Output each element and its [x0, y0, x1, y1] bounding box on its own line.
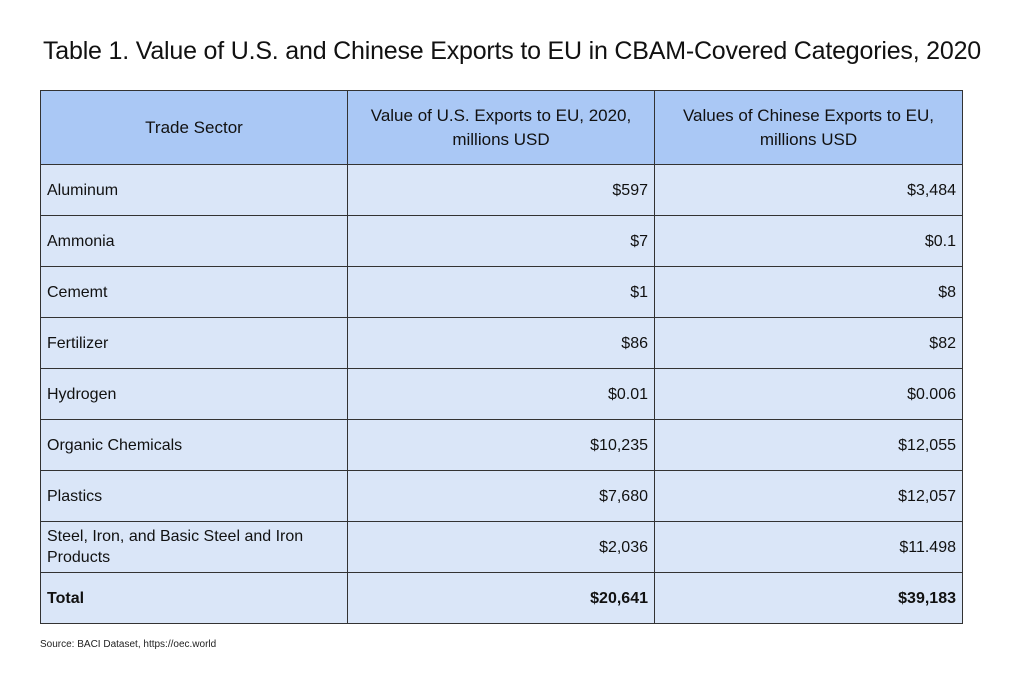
header-china-exports: Values of Chinese Exports to EU, million… [654, 90, 963, 165]
cell-china-value: $0.006 [654, 368, 963, 420]
cell-sector: Cememt [40, 266, 348, 318]
cell-us-value: $597 [347, 164, 655, 216]
cell-china-value: $12,057 [654, 470, 963, 522]
cell-china-value: $8 [654, 266, 963, 318]
table-row: Ammonia $7 $0.1 [40, 215, 963, 267]
table-row: Plastics $7,680 $12,057 [40, 470, 963, 522]
cell-total-china: $39,183 [654, 572, 963, 624]
table-header-row: Trade Sector Value of U.S. Exports to EU… [40, 90, 963, 165]
cell-sector: Plastics [40, 470, 348, 522]
cell-sector: Steel, Iron, and Basic Steel and Iron Pr… [40, 521, 348, 573]
exports-table: Trade Sector Value of U.S. Exports to EU… [40, 90, 963, 624]
cell-sector: Organic Chemicals [40, 419, 348, 471]
cell-us-value: $2,036 [347, 521, 655, 573]
cell-us-value: $0.01 [347, 368, 655, 420]
cell-china-value: $0.1 [654, 215, 963, 267]
cell-china-value: $11.498 [654, 521, 963, 573]
cell-sector: Fertilizer [40, 317, 348, 369]
cell-us-value: $86 [347, 317, 655, 369]
cell-china-value: $12,055 [654, 419, 963, 471]
table-total-row: Total $20,641 $39,183 [40, 572, 963, 624]
cell-total-label: Total [40, 572, 348, 624]
cell-us-value: $7,680 [347, 470, 655, 522]
cell-us-value: $1 [347, 266, 655, 318]
table-row: Fertilizer $86 $82 [40, 317, 963, 369]
cell-sector: Ammonia [40, 215, 348, 267]
table-row: Cememt $1 $8 [40, 266, 963, 318]
table-row: Steel, Iron, and Basic Steel and Iron Pr… [40, 521, 963, 573]
cell-sector: Aluminum [40, 164, 348, 216]
header-trade-sector: Trade Sector [40, 90, 348, 165]
cell-us-value: $10,235 [347, 419, 655, 471]
table-row: Hydrogen $0.01 $0.006 [40, 368, 963, 420]
header-us-exports: Value of U.S. Exports to EU, 2020, milli… [347, 90, 655, 165]
cell-us-value: $7 [347, 215, 655, 267]
cell-china-value: $82 [654, 317, 963, 369]
source-note: Source: BACI Dataset, https://oec.world [40, 639, 217, 650]
table-row: Organic Chemicals $10,235 $12,055 [40, 419, 963, 471]
page-title: Table 1. Value of U.S. and Chinese Expor… [43, 37, 981, 65]
cell-sector: Hydrogen [40, 368, 348, 420]
cell-china-value: $3,484 [654, 164, 963, 216]
table-row: Aluminum $597 $3,484 [40, 164, 963, 216]
cell-total-us: $20,641 [347, 572, 655, 624]
